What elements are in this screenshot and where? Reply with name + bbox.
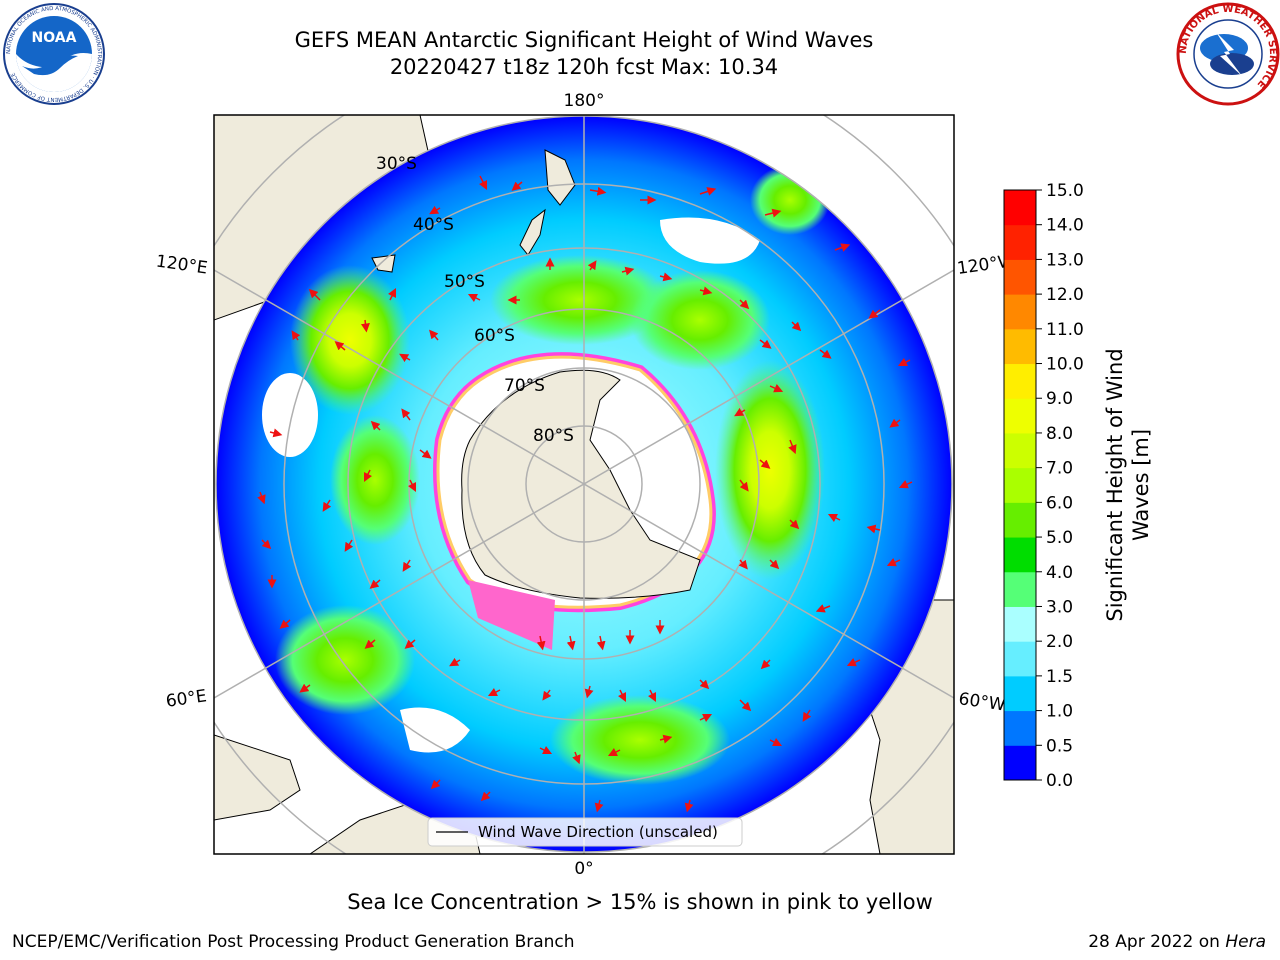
colorbar-band bbox=[1004, 294, 1036, 330]
footer-date: 28 Apr 2022 on bbox=[1088, 932, 1226, 952]
footer-left: NCEP/EMC/Verification Post Processing Pr… bbox=[12, 932, 575, 952]
colorbar-tick-label: 1.0 bbox=[1046, 702, 1073, 722]
colorbar-tick-label: 3.0 bbox=[1046, 597, 1073, 617]
colorbar-band bbox=[1004, 537, 1036, 573]
colorbar-tick-label: 0.0 bbox=[1046, 771, 1073, 790]
map-frame bbox=[213, 114, 955, 855]
sea-ice-caption: Sea Ice Concentration > 15% is shown in … bbox=[347, 890, 933, 914]
colorbar-band bbox=[1004, 398, 1036, 434]
colorbar-tick-label: 1.5 bbox=[1046, 667, 1073, 687]
colorbar-band bbox=[1004, 571, 1036, 607]
colorbar-band bbox=[1004, 259, 1036, 295]
colorbar-ticks: 0.0 0.5 1.0 1.5 2.0 3.0 4.0 5.0 6.0 7.0 8.0 9.0 10.0… bbox=[1036, 181, 1084, 790]
nws-logo: NATIONAL WEATHER SERVICE bbox=[1176, 2, 1280, 106]
colorbar-tick-label: 4.0 bbox=[1046, 563, 1073, 583]
colorbar-band bbox=[1004, 502, 1036, 538]
noaa-logo-text: NOAA bbox=[32, 30, 77, 46]
legend-label: Wind Wave Direction (unscaled) bbox=[478, 823, 718, 841]
lat-label-60s: 60°S bbox=[474, 326, 515, 346]
colorbar-tick-label: 7.0 bbox=[1046, 459, 1073, 479]
lon-label-lower-left: 60°E bbox=[165, 686, 208, 711]
colorbar-tick-label: 12.0 bbox=[1046, 285, 1084, 305]
map-legend bbox=[427, 817, 743, 847]
colorbar-tick-label: 11.0 bbox=[1046, 320, 1084, 340]
colorbar-tick-label: 10.0 bbox=[1046, 355, 1084, 375]
colorbar-band bbox=[1004, 328, 1036, 365]
colorbar-band bbox=[1004, 641, 1036, 677]
lon-label-upper-left: 120°E bbox=[155, 252, 209, 279]
colorbar-band bbox=[1004, 745, 1036, 781]
lon-label-top: 180° bbox=[564, 91, 605, 111]
footer-right: 28 Apr 2022 on Hera bbox=[1088, 932, 1266, 952]
colorbar-band bbox=[1004, 675, 1036, 712]
colorbar-tick-label: 14.0 bbox=[1046, 216, 1084, 236]
noaa-logo: NOAA NATIONAL OCEANIC AND ATMOSPHERIC AD… bbox=[3, 3, 105, 105]
colorbar-band bbox=[1004, 710, 1036, 746]
lat-label-30s: 30°S bbox=[376, 154, 417, 174]
colorbar-tick-label: 6.0 bbox=[1046, 493, 1073, 513]
colorbar-tick-label: 9.0 bbox=[1046, 389, 1073, 409]
lat-label-50s: 50°S bbox=[444, 272, 485, 292]
colorbar-tick-label: 0.5 bbox=[1046, 736, 1073, 756]
colorbar-band bbox=[1004, 606, 1036, 642]
colorbar-title-line2: Waves [m] bbox=[1129, 429, 1153, 541]
colorbar-tick-label: 15.0 bbox=[1046, 181, 1084, 201]
colorbar: 0.0 0.5 1.0 1.5 2.0 3.0 4.0 5.0 6.0 7.0 8.0 9.0 10.0… bbox=[1003, 181, 1084, 790]
colorbar-tick-label: 2.0 bbox=[1046, 632, 1073, 652]
colorbar-bands bbox=[1004, 190, 1036, 781]
lat-label-40s: 40°S bbox=[413, 215, 454, 235]
colorbar-title-line1: Significant Height of Wind bbox=[1103, 348, 1127, 621]
colorbar-band bbox=[1004, 224, 1036, 260]
lat-label-70s: 70°S bbox=[504, 376, 545, 396]
colorbar-tick-label: 13.0 bbox=[1046, 250, 1084, 270]
colorbar-title: Significant Height of Wind Waves [m] bbox=[1103, 348, 1153, 621]
colorbar-tick-label: 5.0 bbox=[1046, 528, 1073, 548]
colorbar-frame bbox=[1003, 189, 1037, 781]
colorbar-band bbox=[1004, 467, 1036, 503]
colorbar-tick-label: 8.0 bbox=[1046, 424, 1073, 444]
chart-title: GEFS MEAN Antarctic Significant Height o… bbox=[294, 28, 874, 52]
colorbar-band bbox=[1004, 190, 1036, 226]
colorbar-band bbox=[1004, 432, 1036, 469]
lon-label-bottom: 0° bbox=[574, 859, 593, 879]
lat-label-80s: 80°S bbox=[533, 426, 574, 446]
footer-machine: Hera bbox=[1225, 932, 1266, 952]
chart-subtitle: 20220427 t18z 120h fcst Max: 10.34 bbox=[389, 55, 779, 79]
colorbar-band bbox=[1004, 363, 1036, 399]
